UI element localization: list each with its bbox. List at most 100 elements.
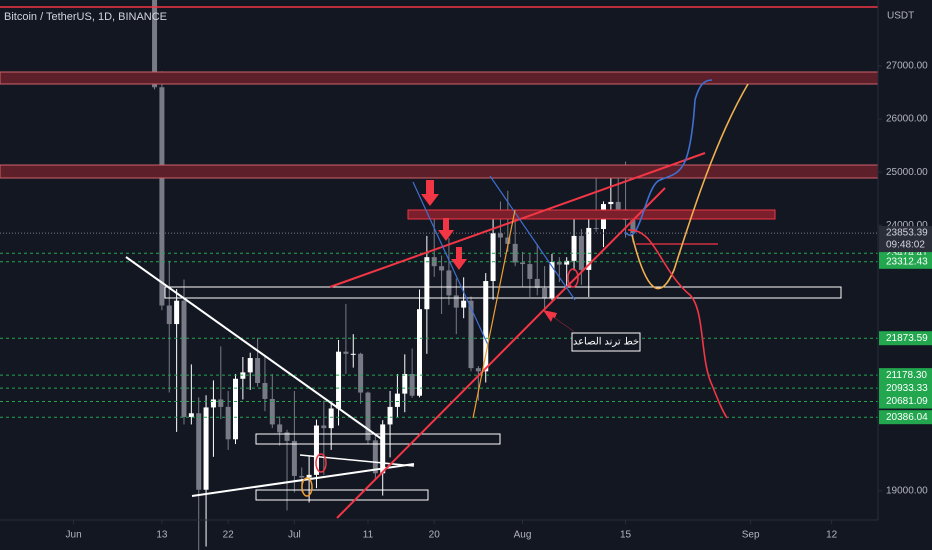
level-label: 20933.33 <box>886 383 928 394</box>
candle-body <box>152 0 158 88</box>
marker <box>315 453 327 473</box>
level-label-bg <box>879 331 932 346</box>
candle-body <box>424 257 430 310</box>
y-tick-label: 27000.00 <box>886 61 928 72</box>
candle-body <box>483 281 489 372</box>
candle-body <box>262 383 268 399</box>
zone <box>0 71 879 85</box>
x-tick-label: 11 <box>363 530 374 541</box>
candle-body <box>306 474 312 478</box>
projection-curve <box>627 229 728 419</box>
uptrend-line <box>336 187 666 519</box>
candle-body <box>475 368 481 372</box>
arrow <box>543 310 575 332</box>
candle-body <box>365 392 371 441</box>
candle-body <box>446 270 452 296</box>
box <box>164 286 842 299</box>
channel-line <box>472 209 516 419</box>
level-label: 21873.59 <box>886 333 928 344</box>
candle-body <box>225 406 231 440</box>
level-label: 20386.04 <box>886 412 928 423</box>
level-label-bg <box>879 368 932 383</box>
candle-body <box>461 300 467 308</box>
candle-body <box>534 278 540 288</box>
plot-area <box>0 0 878 550</box>
candle-body <box>188 413 194 417</box>
y-tick-label: 24000.00 <box>886 220 928 231</box>
level-label: 20681.09 <box>886 396 928 407</box>
candle-body <box>497 233 503 238</box>
axis-background <box>878 0 932 550</box>
candle-body <box>608 201 614 205</box>
x-tick-label: 20 <box>429 530 441 541</box>
candle-body <box>586 227 592 270</box>
candle-body <box>269 398 275 425</box>
axis-unit: USDT <box>887 11 914 22</box>
candle-body <box>453 295 459 308</box>
last-price-bg <box>879 226 932 253</box>
candle-body <box>630 219 636 234</box>
box <box>255 489 429 501</box>
marker <box>301 477 313 497</box>
candle-body <box>218 399 224 407</box>
candle-body <box>387 406 393 425</box>
candle-body <box>527 264 533 279</box>
candle-body <box>556 261 562 265</box>
candle-body <box>409 373 415 396</box>
candle-body <box>233 378 239 440</box>
x-tick-label: 15 <box>620 530 632 541</box>
projection-curve <box>631 83 749 290</box>
arrow <box>438 218 454 241</box>
x-tick-label: 22 <box>223 530 235 541</box>
candle-body <box>593 227 599 230</box>
candle-body <box>328 408 334 429</box>
channel-line <box>412 181 489 346</box>
candle-body <box>247 358 253 373</box>
level-label-bg <box>879 410 932 425</box>
trend-line <box>299 454 415 467</box>
annotation-box <box>571 332 641 352</box>
zone <box>407 209 776 220</box>
x-tick-label: Jun <box>66 530 82 541</box>
candle-body <box>394 393 400 407</box>
level-label: 23474.41 <box>886 248 928 259</box>
x-tick-label: Sep <box>742 530 760 541</box>
level-label-bg <box>879 394 932 409</box>
candle-body <box>196 413 202 490</box>
arrow <box>451 247 467 270</box>
candle-body <box>416 309 422 396</box>
candle-body <box>284 432 290 441</box>
wedge-line <box>329 152 706 288</box>
y-tick-label: 26000.00 <box>886 114 928 125</box>
candle-body <box>615 201 621 210</box>
candle-body <box>159 87 165 306</box>
arrow <box>421 180 439 206</box>
candle-body <box>520 262 526 265</box>
candle-body <box>505 237 511 244</box>
y-tick-label: 25000.00 <box>886 167 928 178</box>
candle-body <box>439 266 445 271</box>
candle-body <box>380 424 386 474</box>
candle-body <box>512 243 518 263</box>
candle-body <box>336 351 342 409</box>
candle-body <box>203 407 209 490</box>
x-tick-label: Jul <box>288 530 301 541</box>
x-tick-label: 12 <box>826 530 838 541</box>
candle-body <box>468 300 474 369</box>
annotation-text: خط ترند الصاعد <box>573 337 639 348</box>
candle-body <box>174 300 180 325</box>
projection-curve <box>624 79 713 236</box>
channel-line <box>489 175 576 301</box>
zone <box>0 164 879 179</box>
candle-body <box>277 424 283 433</box>
candle-body <box>571 235 577 261</box>
candle-body <box>181 300 187 417</box>
candle-body <box>358 353 364 393</box>
candle-body <box>578 235 584 270</box>
candle-body <box>350 353 356 355</box>
candle-body <box>564 260 570 265</box>
candle-body <box>372 440 378 474</box>
